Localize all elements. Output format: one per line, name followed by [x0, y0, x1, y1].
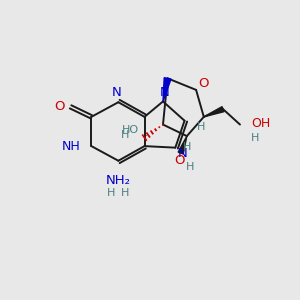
Text: N: N: [112, 86, 122, 100]
Text: H: H: [121, 188, 129, 198]
Text: H: H: [196, 122, 205, 132]
Text: H: H: [251, 134, 260, 143]
Text: H: H: [186, 162, 194, 172]
Text: ...: ...: [142, 128, 151, 138]
Text: H: H: [107, 188, 116, 198]
Text: O: O: [199, 77, 209, 90]
Polygon shape: [163, 78, 171, 101]
Text: NH₂: NH₂: [106, 174, 131, 187]
Text: OH: OH: [251, 116, 270, 130]
Polygon shape: [178, 136, 187, 154]
Text: H: H: [121, 130, 129, 140]
Text: HO: HO: [122, 125, 139, 135]
Text: O: O: [54, 100, 64, 113]
Text: O: O: [174, 154, 184, 167]
Polygon shape: [204, 106, 224, 117]
Text: N: N: [178, 147, 188, 160]
Text: NH: NH: [62, 140, 81, 153]
Text: H: H: [183, 142, 191, 152]
Text: N: N: [160, 86, 170, 99]
